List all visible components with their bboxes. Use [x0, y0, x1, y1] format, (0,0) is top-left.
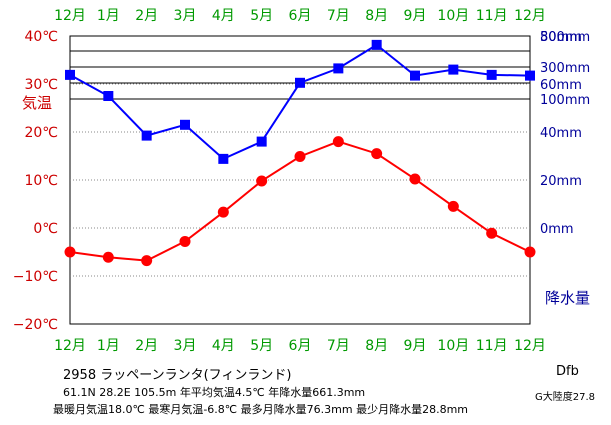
month-label-bottom: 12月: [54, 338, 86, 354]
temperature-tick-label: 20℃: [24, 125, 58, 141]
precipitation-point: [525, 70, 535, 81]
month-label-top: 1月: [97, 8, 120, 24]
month-label-top: 3月: [174, 8, 197, 24]
temperature-point: [141, 255, 153, 267]
precipitation-point: [333, 63, 344, 74]
month-label-bottom: 5月: [250, 338, 273, 354]
precipitation-axis-label: 降水量: [545, 289, 590, 307]
month-label-top: 6月: [289, 8, 312, 24]
precipitation-point: [448, 64, 459, 75]
precipitation-tick-label: 100mm: [540, 93, 590, 108]
station-name: 2958 ラッペーンランタ(フィンランド): [63, 368, 292, 383]
month-label-bottom: 12月: [514, 338, 546, 354]
month-label-bottom: 6月: [289, 338, 312, 354]
precipitation-tick-label: 300mm: [540, 61, 590, 76]
temperature-axis-label: 気温: [22, 94, 52, 112]
month-label-bottom: 9月: [404, 338, 427, 354]
temperature-point: [524, 246, 536, 258]
temperature-point: [179, 235, 191, 247]
temperature-point: [486, 227, 498, 239]
precipitation-point: [371, 39, 382, 50]
precipitation-point: [218, 153, 229, 164]
temperature-point: [64, 246, 76, 258]
month-label-top: 2月: [135, 8, 158, 24]
temperature-point: [332, 136, 344, 148]
month-label-bottom: 3月: [174, 338, 197, 354]
temperature-point: [102, 251, 114, 263]
temperature-tick-label: 10℃: [24, 173, 58, 189]
precipitation-point: [410, 70, 420, 81]
monthly-extremes: 最暖月気温18.0℃ 最寒月気温-6.8℃ 最多月降水量76.3mm 最少月降水…: [53, 403, 468, 416]
temperature-point: [217, 206, 229, 218]
temperature-point: [256, 175, 268, 187]
temperature-point: [447, 200, 459, 212]
month-label-top: 8月: [365, 8, 388, 24]
month-label-top: 12月: [514, 8, 546, 24]
temperature-point: [371, 148, 383, 160]
precipitation-tick-label: 500mm: [540, 30, 590, 45]
month-label-top: 5月: [250, 8, 273, 24]
koppen-climate-code: Dfb: [556, 364, 579, 379]
temperature-tick-label: 0℃: [33, 221, 58, 237]
continentality-index: G大陸度27.8: [535, 392, 596, 403]
temperature-tick-label: −10℃: [13, 269, 58, 285]
precipitation-point: [256, 136, 267, 147]
month-label-top: 4月: [212, 8, 235, 24]
temperature-point: [294, 150, 306, 162]
precipitation-point: [141, 130, 152, 141]
month-label-top: 12月: [54, 8, 86, 24]
month-label-bottom: 8月: [365, 338, 388, 354]
precipitation-tick-label: 60mm: [540, 78, 582, 93]
climate-chart: 12月 12月 1月 1月 2月 2月 3月 3月 4月 4月 5月 5月 6月 6月 7月 7月 8月 8月 9月…: [13, 8, 590, 354]
station-details: 61.1N 28.2E 105.5m 年平均気温4.5℃ 年降水量661.3mm: [63, 386, 366, 399]
month-label-bottom: 2月: [135, 338, 158, 354]
precipitation-point: [295, 77, 305, 88]
temperature-tick-label: 30℃: [24, 77, 58, 93]
precipitation-tick-label: 20mm: [540, 174, 582, 189]
month-label-top: 9月: [404, 8, 427, 24]
precipitation-point: [65, 69, 75, 80]
precipitation-point: [103, 91, 114, 101]
precipitation-line: [69, 43, 531, 161]
month-label-top: 10月: [437, 8, 469, 24]
precipitation-tick-label: 40mm: [540, 126, 582, 141]
month-label-bottom: 4月: [212, 338, 235, 354]
temperature-tick-label: −20℃: [13, 317, 58, 333]
month-label-bottom: 7月: [327, 338, 350, 354]
temperature-point: [409, 173, 421, 185]
month-label-top: 7月: [327, 8, 350, 24]
precipitation-point: [486, 69, 497, 80]
precipitation-tick-label: 0mm: [540, 222, 574, 237]
month-label-bottom: 1月: [97, 338, 120, 354]
precipitation-point: [180, 119, 190, 130]
month-label-top: 11月: [476, 8, 508, 24]
month-label-bottom: 10月: [437, 338, 469, 354]
month-label-bottom: 11月: [476, 338, 508, 354]
precipitation-tick-label: 80mm: [540, 30, 582, 45]
temperature-tick-label: 40℃: [24, 29, 58, 45]
